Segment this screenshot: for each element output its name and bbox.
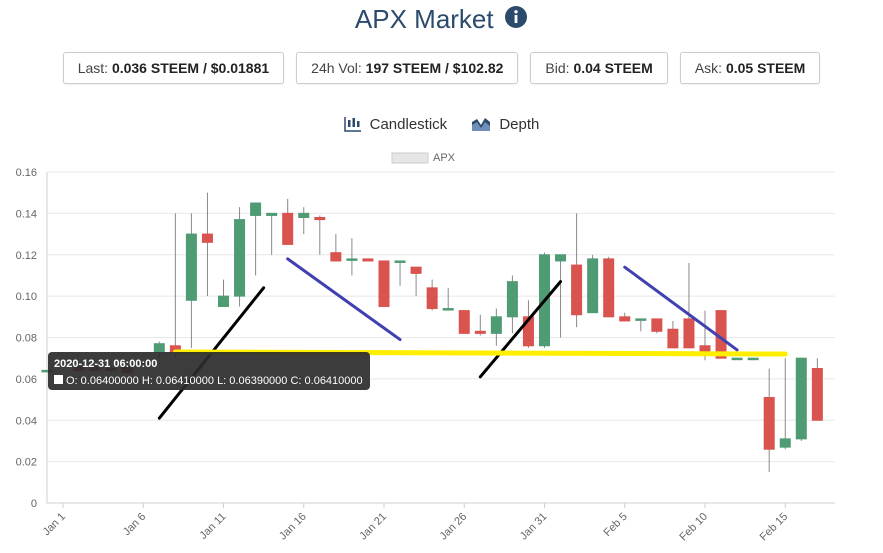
candle-body — [763, 396, 775, 450]
candle-body — [555, 254, 567, 262]
x-tick-label: Jan 6 — [121, 511, 149, 539]
x-tick-label: Jan 16 — [277, 511, 309, 543]
tab-candlestick[interactable]: Candlestick — [343, 116, 448, 133]
title-row: APX Market — [0, 4, 883, 35]
x-tick-label: Feb 5 — [601, 511, 629, 539]
candle-body — [747, 357, 759, 361]
stat-label: Ask: — [694, 60, 723, 76]
candle-body — [811, 368, 823, 421]
candle-body — [250, 202, 262, 216]
stat-ask: Ask: 0.05 STEEM — [679, 52, 821, 84]
legend-label: APX — [433, 152, 456, 164]
market-stats: Last: 0.036 STEEM / $0.01881 24h Vol: 19… — [0, 52, 883, 84]
candle-body — [571, 264, 583, 316]
x-tick-label: Jan 26 — [438, 511, 470, 543]
candle-body — [667, 328, 679, 349]
y-tick-label: 0.04 — [16, 415, 37, 427]
candle-body — [282, 212, 294, 245]
candle-body — [587, 258, 599, 314]
y-tick-label: 0.10 — [16, 291, 37, 303]
tab-label: Depth — [499, 116, 540, 133]
stat-value: 197 STEEM / $102.82 — [365, 60, 504, 76]
candle-body — [201, 233, 213, 243]
candle-body — [314, 217, 326, 221]
annotation-line — [623, 265, 739, 352]
candle-body — [298, 212, 310, 219]
depth-chart-icon — [472, 118, 491, 131]
stat-bid: Bid: 0.04 STEEM — [530, 52, 668, 84]
tab-label: Candlestick — [369, 116, 448, 133]
stat-label: Last: — [77, 60, 109, 76]
candle-body — [362, 258, 374, 262]
page-title: APX Market — [354, 4, 494, 34]
candlestick-chart: APX 0 0.02 0.04 0.06 0.08 0.10 0.12 0.14 0.16 Jan … — [16, 152, 835, 544]
x-tick-label: Feb 10 — [677, 511, 710, 544]
candle-body — [458, 310, 470, 334]
tab-depth[interactable]: Depth — [471, 116, 539, 133]
candle-body — [651, 318, 663, 332]
candle-body — [426, 287, 438, 310]
candle-body — [218, 295, 229, 307]
stat-value: 0.05 STEEM — [725, 60, 806, 76]
candle-body — [330, 252, 342, 262]
candle-body — [603, 258, 615, 318]
x-tick-label: Jan 11 — [197, 511, 228, 542]
candle-body — [394, 260, 406, 263]
candle-body — [153, 343, 165, 353]
annotation-line — [286, 257, 402, 342]
candle-body — [442, 308, 454, 311]
y-tick-label: 0 — [31, 498, 37, 510]
candle-body — [185, 233, 197, 301]
stat-24h-volume: 24h Vol: 197 STEEM / $102.82 — [296, 52, 519, 84]
info-circle-icon[interactable] — [504, 5, 528, 34]
stat-label: 24h Vol: — [311, 60, 362, 76]
y-tick-label: 0.14 — [16, 208, 37, 220]
x-tick-label: Jan 21 — [357, 511, 389, 543]
candle-body — [683, 318, 695, 349]
tooltip-box — [48, 352, 370, 390]
stat-label: Bid: — [545, 60, 570, 76]
tooltip-marker — [54, 375, 63, 384]
candle-body — [410, 266, 422, 274]
x-tick-label: Jan 1 — [41, 511, 69, 539]
candle-body — [378, 260, 390, 307]
candle-body — [506, 281, 518, 318]
annotation-line — [478, 280, 563, 379]
candle-body — [522, 316, 534, 347]
y-tick-label: 0.02 — [16, 457, 37, 469]
y-tick-label: 0.16 — [16, 167, 37, 179]
y-tick-label: 0.12 — [16, 250, 37, 262]
candlestick-chart-icon — [343, 117, 361, 132]
candle-body — [779, 438, 791, 448]
candle-body — [635, 318, 647, 321]
tooltip-values: O: 0.06400000 H: 0.06410000 L: 0.0639000… — [66, 375, 363, 387]
candle-body — [619, 316, 631, 322]
tooltip-date: 2020-12-31 06:00:00 — [54, 358, 157, 370]
x-tick-label: Jan 31 — [518, 511, 550, 543]
chart-tabs: Candlestick Depth — [0, 116, 883, 133]
candle-body — [795, 357, 807, 440]
candle-body — [490, 316, 502, 334]
stat-last: Last: 0.036 STEEM / $0.01881 — [62, 52, 285, 84]
candle-body — [266, 212, 278, 216]
candle-body — [474, 330, 486, 334]
y-tick-label: 0.08 — [16, 333, 37, 345]
candle-body — [234, 219, 246, 297]
stat-value: 0.036 STEEM / $0.01881 — [111, 60, 270, 76]
stat-value: 0.04 STEEM — [573, 60, 653, 76]
candle-body — [346, 258, 358, 261]
legend-swatch — [391, 152, 429, 164]
candle-body — [731, 357, 743, 361]
y-tick-label: 0.06 — [16, 374, 37, 386]
x-tick-label: Feb 15 — [758, 511, 791, 544]
